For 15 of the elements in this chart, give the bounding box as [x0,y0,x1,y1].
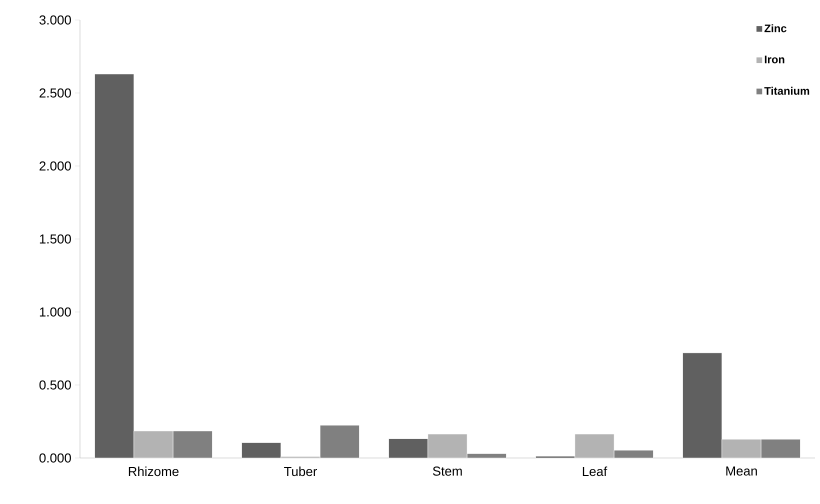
legend-label: Titanium [764,86,810,95]
x-tick-label: Leaf [582,466,608,476]
y-tick-label: 3.000 [39,15,71,25]
y-tick-label: 2.000 [40,161,71,171]
x-tick-label: Mean [726,466,757,476]
legend-label: Iron [764,56,784,64]
y-tick-label: 1.500 [40,234,71,244]
legend-label: Zinc [764,24,786,32]
x-tick-label: Rhizome [128,466,179,476]
y-tick-label: 0.500 [39,380,71,390]
y-tick-label: 2.500 [40,88,71,98]
y-tick-label: 1.000 [40,307,71,317]
y-tick-label: 0.000 [39,453,71,463]
x-tick-label: Stem [432,466,462,476]
x-tick-label: Tuber [284,466,318,476]
